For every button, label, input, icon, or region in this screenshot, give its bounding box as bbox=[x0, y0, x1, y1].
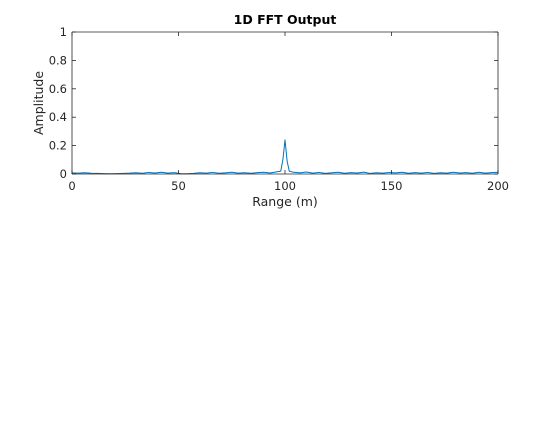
y-tick-label: 0.2 bbox=[49, 139, 67, 153]
x-tick-label: 200 bbox=[487, 179, 509, 193]
y-tick-label: 0.6 bbox=[49, 82, 67, 96]
ticks-layer: 0 50 100 150 200 0 0.2 0.4 0.6 0.8 1 bbox=[49, 25, 509, 193]
y-tick-label: 1 bbox=[60, 25, 67, 39]
x-tick-label: 100 bbox=[274, 179, 296, 193]
chart-title: 1D FFT Output bbox=[234, 12, 337, 27]
series-layer bbox=[71, 139, 499, 175]
y-axis-label: Amplitude bbox=[31, 71, 46, 135]
y-tick-label: 0.4 bbox=[49, 110, 67, 124]
x-tick-label: 0 bbox=[68, 179, 75, 193]
y-tick-label: 0.8 bbox=[49, 53, 67, 67]
x-tick-label: 150 bbox=[381, 179, 403, 193]
y-tick-label: 0 bbox=[60, 167, 67, 181]
x-tick-label: 50 bbox=[171, 179, 186, 193]
plot-area bbox=[72, 32, 498, 174]
series-line-1 bbox=[71, 139, 499, 175]
x-axis-label: Range (m) bbox=[252, 194, 318, 209]
